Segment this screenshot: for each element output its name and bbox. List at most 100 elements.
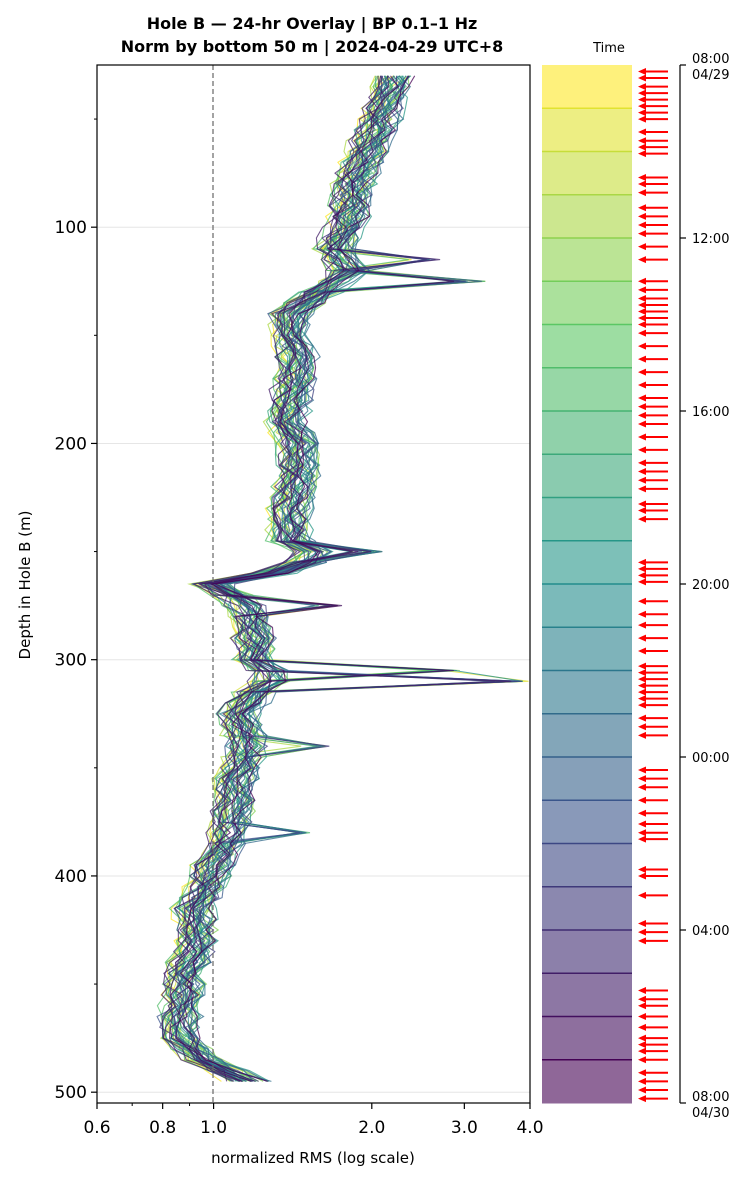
event-arrowhead — [638, 485, 646, 493]
event-arrowhead — [638, 1047, 646, 1055]
x-tick-label: 0.8 — [149, 1118, 176, 1138]
colorbar-tick-label-line: 08:00 — [692, 52, 729, 67]
colorbar-tick-label: 12:00 — [692, 232, 729, 247]
event-arrowhead — [638, 433, 646, 441]
x-tick-label: 1.0 — [200, 1118, 227, 1138]
colorbar-band — [542, 194, 632, 239]
event-arrowhead — [638, 1023, 646, 1031]
event-arrowhead — [638, 796, 646, 804]
colorbar-band — [542, 238, 632, 282]
trace-line — [160, 75, 512, 1082]
event-arrowhead — [638, 150, 646, 158]
event-arrowhead — [638, 74, 646, 82]
event-arrowhead — [638, 669, 646, 677]
x-axis-label: normalized RMS (log scale) — [211, 1149, 415, 1167]
chart-subtitle: Norm by bottom 50 m | 2024-04-29 UTC+8 — [121, 37, 504, 57]
event-arrowhead — [638, 506, 646, 514]
colorbar-band — [542, 151, 632, 196]
colorbar-band — [542, 1059, 632, 1104]
colorbar-band — [542, 930, 632, 974]
event-arrowhead — [638, 1077, 646, 1085]
event-arrowhead — [638, 83, 646, 91]
event-arrowhead — [638, 675, 646, 683]
trace-line — [178, 75, 407, 1082]
event-arrowhead — [638, 173, 646, 181]
colorbar-band — [542, 324, 632, 369]
colorbar — [542, 65, 632, 1104]
event-arrowhead — [638, 775, 646, 783]
event-arrowhead — [638, 1056, 646, 1064]
event-arrowhead — [638, 820, 646, 828]
event-arrowhead — [638, 809, 646, 817]
colorbar-band — [542, 454, 632, 498]
colorbar-tick-label-line: 16:00 — [692, 405, 729, 420]
event-arrowhead — [638, 662, 646, 670]
event-arrowhead — [638, 695, 646, 703]
event-arrowhead — [638, 571, 646, 579]
colorbar-band — [542, 757, 632, 801]
colorbar-tick-label: 08:00 04/30 — [692, 1090, 729, 1121]
colorbar-band — [542, 108, 632, 152]
event-arrowhead — [638, 189, 646, 197]
event-arrowhead — [638, 314, 646, 322]
x-axis-ticks: 0.6 0.8 1.0 2.0 3.0 4.0 — [83, 1103, 544, 1138]
colorbar-band — [542, 497, 632, 542]
event-arrowhead — [638, 128, 646, 136]
colorbar-tick-label-line: 04/29 — [692, 68, 729, 83]
event-arrowhead — [638, 329, 646, 337]
colorbar-band — [542, 713, 632, 758]
event-arrowhead — [638, 468, 646, 476]
event-arrowhead — [638, 243, 646, 251]
event-arrowhead — [638, 368, 646, 376]
event-arrowhead — [638, 1041, 646, 1049]
colorbar-band — [542, 627, 632, 671]
trace-line — [180, 75, 404, 1082]
colorbar-tick-label: 00:00 — [692, 751, 729, 766]
plot-frame — [96, 64, 531, 1104]
colorbar-band — [542, 540, 632, 585]
event-arrowhead — [638, 476, 646, 484]
colorbar-band — [542, 1016, 632, 1061]
event-arrowhead — [638, 558, 646, 566]
colorbar-tick-label-line: 00:00 — [692, 751, 729, 766]
colorbar-ticks: 08:00 04/2912:0016:0020:0000:0004:0008:00… — [680, 52, 729, 1121]
y-tick-label: 400 — [55, 867, 87, 887]
colorbar-tick-label-line: 20:00 — [692, 578, 729, 593]
x-tick-label: 0.6 — [83, 1118, 110, 1138]
event-arrowhead — [638, 565, 646, 573]
y-axis-label: Depth in Hole B (m) — [16, 511, 34, 660]
y-tick-label: 200 — [55, 434, 87, 454]
event-arrowhead — [638, 230, 646, 238]
event-arrowhead — [638, 96, 646, 104]
trace-line — [186, 75, 416, 1082]
event-arrowhead — [638, 987, 646, 995]
event-arrowhead — [638, 865, 646, 873]
chart-title: Hole B — 24-hr Overlay | BP 0.1–1 Hz — [147, 14, 478, 34]
grid-lines — [97, 226, 530, 1093]
event-arrowhead — [638, 308, 646, 316]
event-arrowhead — [638, 381, 646, 389]
event-arrowhead — [638, 500, 646, 508]
event-arrowhead — [638, 256, 646, 264]
colorbar-tick-label: 16:00 — [692, 405, 729, 420]
event-arrowhead — [638, 221, 646, 229]
event-arrowhead — [638, 137, 646, 145]
event-arrowhead — [638, 891, 646, 899]
colorbar-band — [542, 973, 632, 1017]
event-arrowhead — [638, 621, 646, 629]
colorbar-tick-label-line: 04:00 — [692, 924, 729, 939]
colorbar-band — [542, 670, 632, 715]
event-arrowhead — [638, 403, 646, 411]
colorbar-tick-label-line: 08:00 — [692, 1090, 729, 1105]
colorbar-band — [542, 584, 632, 628]
y-tick-label: 100 — [55, 218, 87, 238]
event-arrowhead — [638, 67, 646, 75]
event-arrowhead — [638, 766, 646, 774]
event-arrowhead — [638, 295, 646, 303]
depth-traces — [156, 75, 529, 1082]
y-tick-label: 500 — [55, 1083, 87, 1103]
colorbar-tick-label: 04:00 — [692, 924, 729, 939]
event-arrowhead — [638, 647, 646, 655]
event-arrowhead — [638, 872, 646, 880]
